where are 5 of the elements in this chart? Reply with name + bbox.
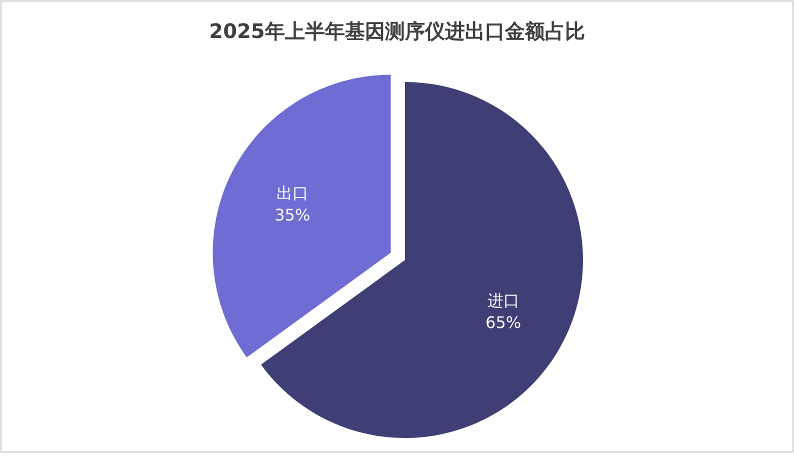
chart-title: 2025年上半年基因测序仪进出口金额占比: [209, 19, 585, 43]
data-label: 65%: [486, 313, 522, 332]
slice-label: 出口: [276, 184, 308, 203]
slice-label: 进口: [487, 291, 520, 310]
data-label: 35%: [274, 206, 310, 225]
